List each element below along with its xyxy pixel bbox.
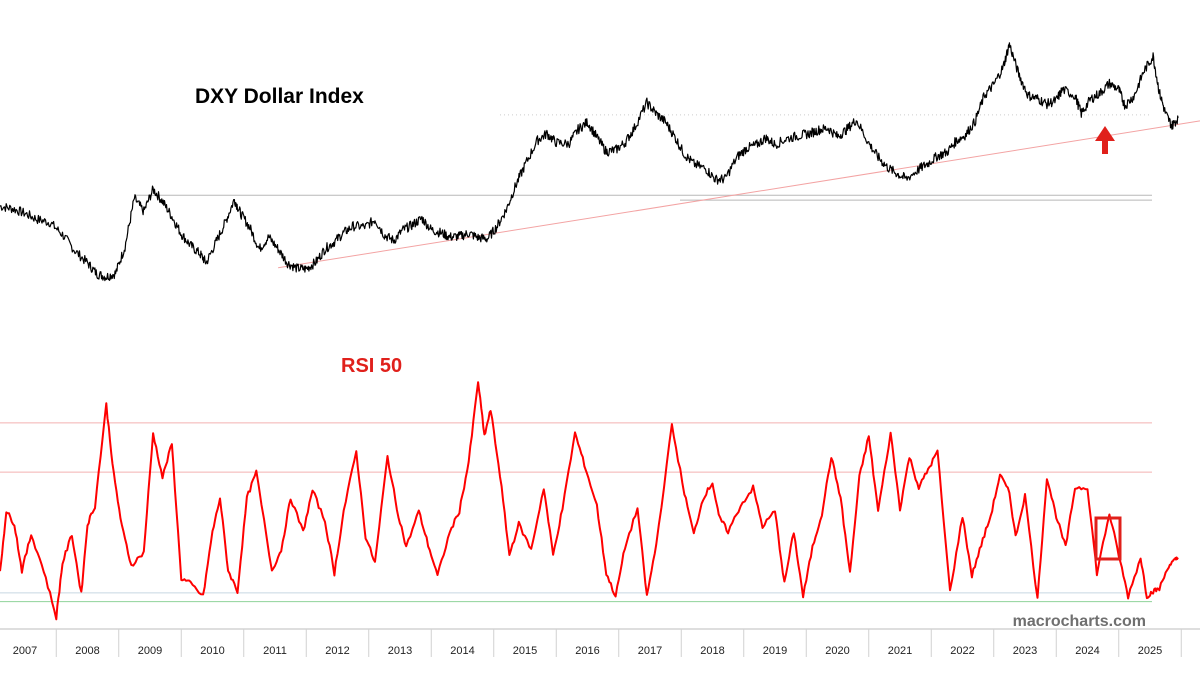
- watermark: macrocharts.com: [1013, 613, 1146, 630]
- x-tick-label: 2024: [1075, 645, 1099, 657]
- up-arrow-icon: [1095, 126, 1115, 154]
- x-axis: 2007 2008 2009 2010 2011 2012 2013 2014 2015 2016…: [0, 628, 1200, 657]
- x-tick-label: 2022: [950, 645, 974, 657]
- x-tick-label: 2016: [575, 645, 599, 657]
- dxy-price-line: [0, 42, 1179, 282]
- x-tick-label: 2015: [513, 645, 537, 657]
- x-tick-label: 2014: [450, 645, 474, 657]
- x-tick-label: 2010: [200, 645, 224, 657]
- x-tick-label: 2023: [1013, 645, 1037, 657]
- rsi-panel: RSI 50: [0, 355, 1179, 621]
- rsi-line: [0, 381, 1179, 621]
- x-tick-label: 2020: [825, 645, 849, 657]
- x-ticks: 2007 2008 2009 2010 2011 2012 2013 2014 2015 2016…: [13, 629, 1182, 657]
- x-tick-label: 2019: [763, 645, 787, 657]
- x-tick-label: 2021: [888, 645, 912, 657]
- x-tick-label: 2012: [325, 645, 349, 657]
- highlight-box: [1094, 516, 1122, 561]
- price-title: DXY Dollar Index: [195, 85, 364, 108]
- x-tick-label: 2009: [138, 645, 162, 657]
- x-tick-label: 2025: [1138, 645, 1162, 657]
- x-tick-label: 2018: [700, 645, 724, 657]
- x-tick-label: 2008: [75, 645, 99, 657]
- rsi-title: RSI 50: [341, 355, 402, 377]
- x-tick-label: 2011: [263, 645, 287, 657]
- price-panel: DXY Dollar Index: [0, 42, 1200, 282]
- x-tick-label: 2007: [13, 645, 37, 657]
- x-tick-label: 2013: [388, 645, 412, 657]
- trendline: [278, 120, 1200, 269]
- x-tick-label: 2017: [638, 645, 662, 657]
